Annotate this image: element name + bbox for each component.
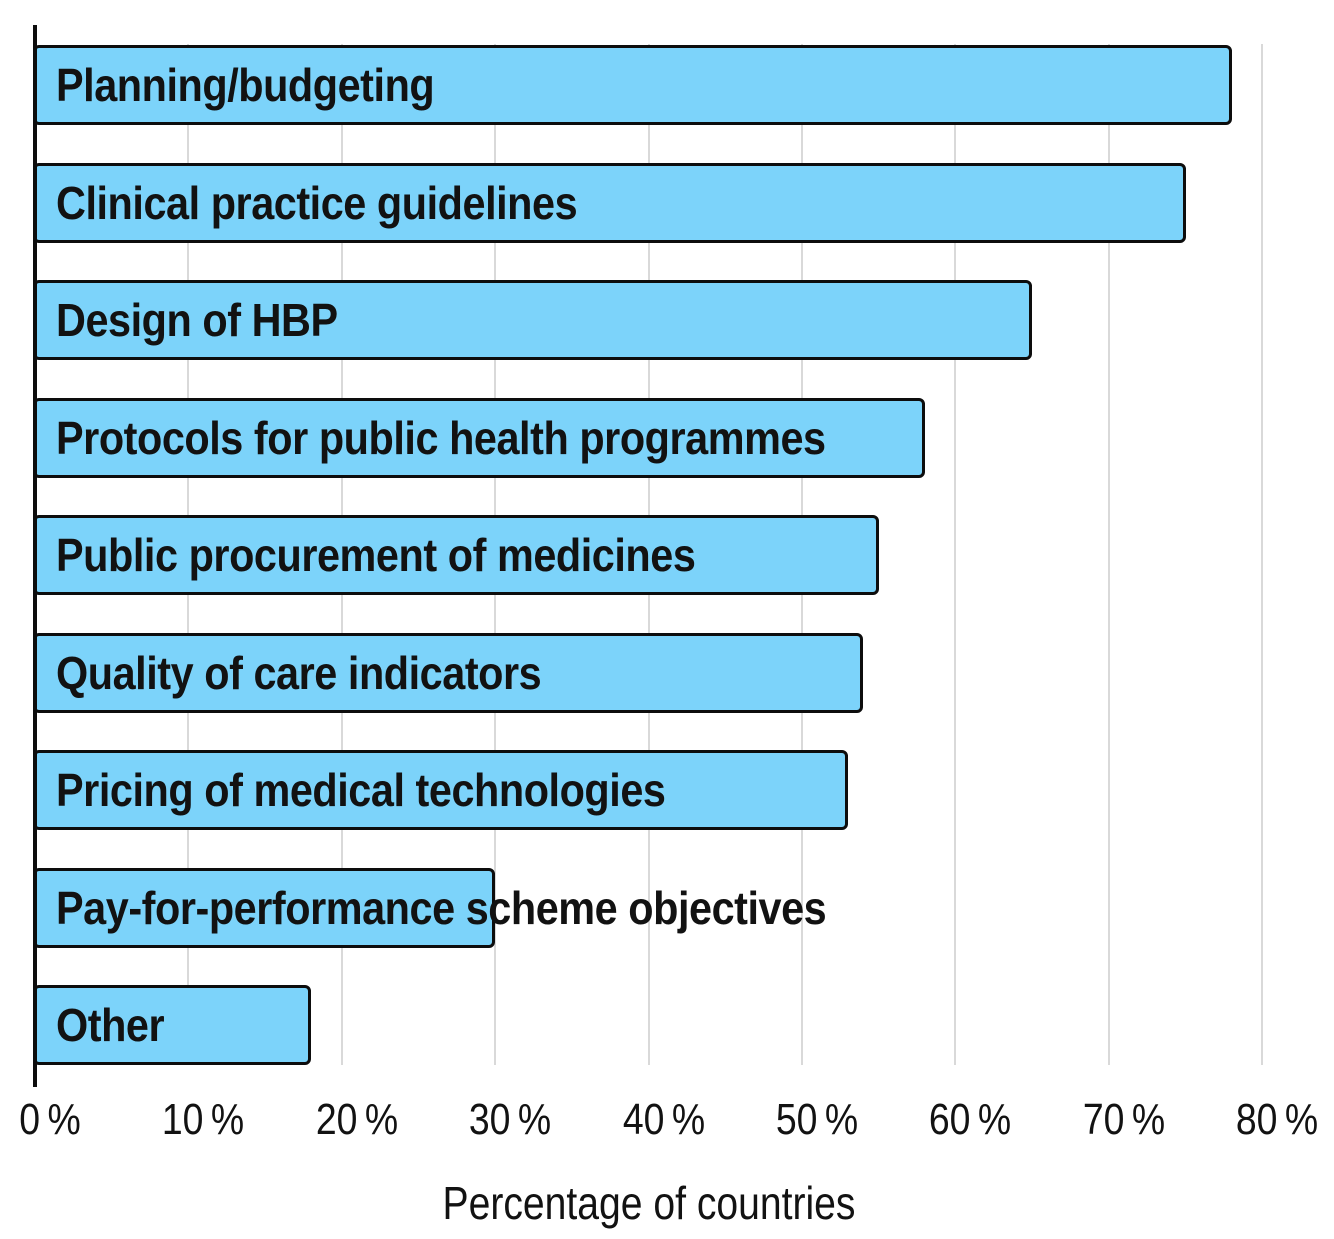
x-tick-label-80: 80 % [1236, 1095, 1319, 1144]
x-tick-label-70: 70 % [1082, 1095, 1165, 1144]
bar-clinical-practice-guidelines: Clinical practice guidelines [33, 162, 1186, 243]
bar-design-of-hbp: Design of HBP [33, 280, 1033, 360]
bar-public-procurement-of-medicines: Public procurement of medicines [33, 515, 879, 595]
x-tick-label-10: 10 % [162, 1095, 245, 1144]
bar-pricing-of-medical-technologies: Pricing of medical technologies [33, 750, 849, 830]
bar-label: Pay-for-performance scheme objectives [56, 881, 827, 934]
x-axis-title: Percentage of countries [442, 1177, 856, 1229]
bar-label: Design of HBP [56, 294, 338, 346]
bar-label: Clinical practice guidelines [56, 176, 578, 229]
gridline-80 [1261, 44, 1264, 1065]
x-tick-label-30: 30 % [469, 1095, 552, 1144]
bar-protocols-for-public-health-programmes: Protocols for public health programmes [33, 397, 925, 478]
bar-label: Pricing of medical technologies [56, 764, 666, 816]
bar-other: Other [33, 985, 312, 1065]
bar-label: Planning/budgeting [56, 59, 435, 111]
bar-label: Other [56, 999, 165, 1051]
gridline-70 [1107, 44, 1110, 1065]
x-tick-label-50: 50 % [775, 1095, 859, 1144]
bar-pay-for-performance-scheme-objectives: Pay-for-performance scheme objectives [33, 867, 827, 948]
x-tick-label-40: 40 % [622, 1095, 705, 1144]
x-tick-label-60: 60 % [929, 1095, 1012, 1144]
bar-planning-budgeting: Planning/budgeting [33, 45, 1232, 125]
bar-label: Public procurement of medicines [56, 529, 696, 581]
y-axis-line [33, 25, 37, 1087]
bar-label: Quality of care indicators [56, 646, 542, 699]
bar-label: Protocols for public health programmes [56, 411, 826, 464]
x-tick-label-20: 20 % [315, 1095, 398, 1144]
gridline-60 [954, 44, 957, 1065]
bar-quality-of-care-indicators: Quality of care indicators [33, 632, 864, 713]
x-tick-label-0: 0 % [19, 1095, 81, 1144]
